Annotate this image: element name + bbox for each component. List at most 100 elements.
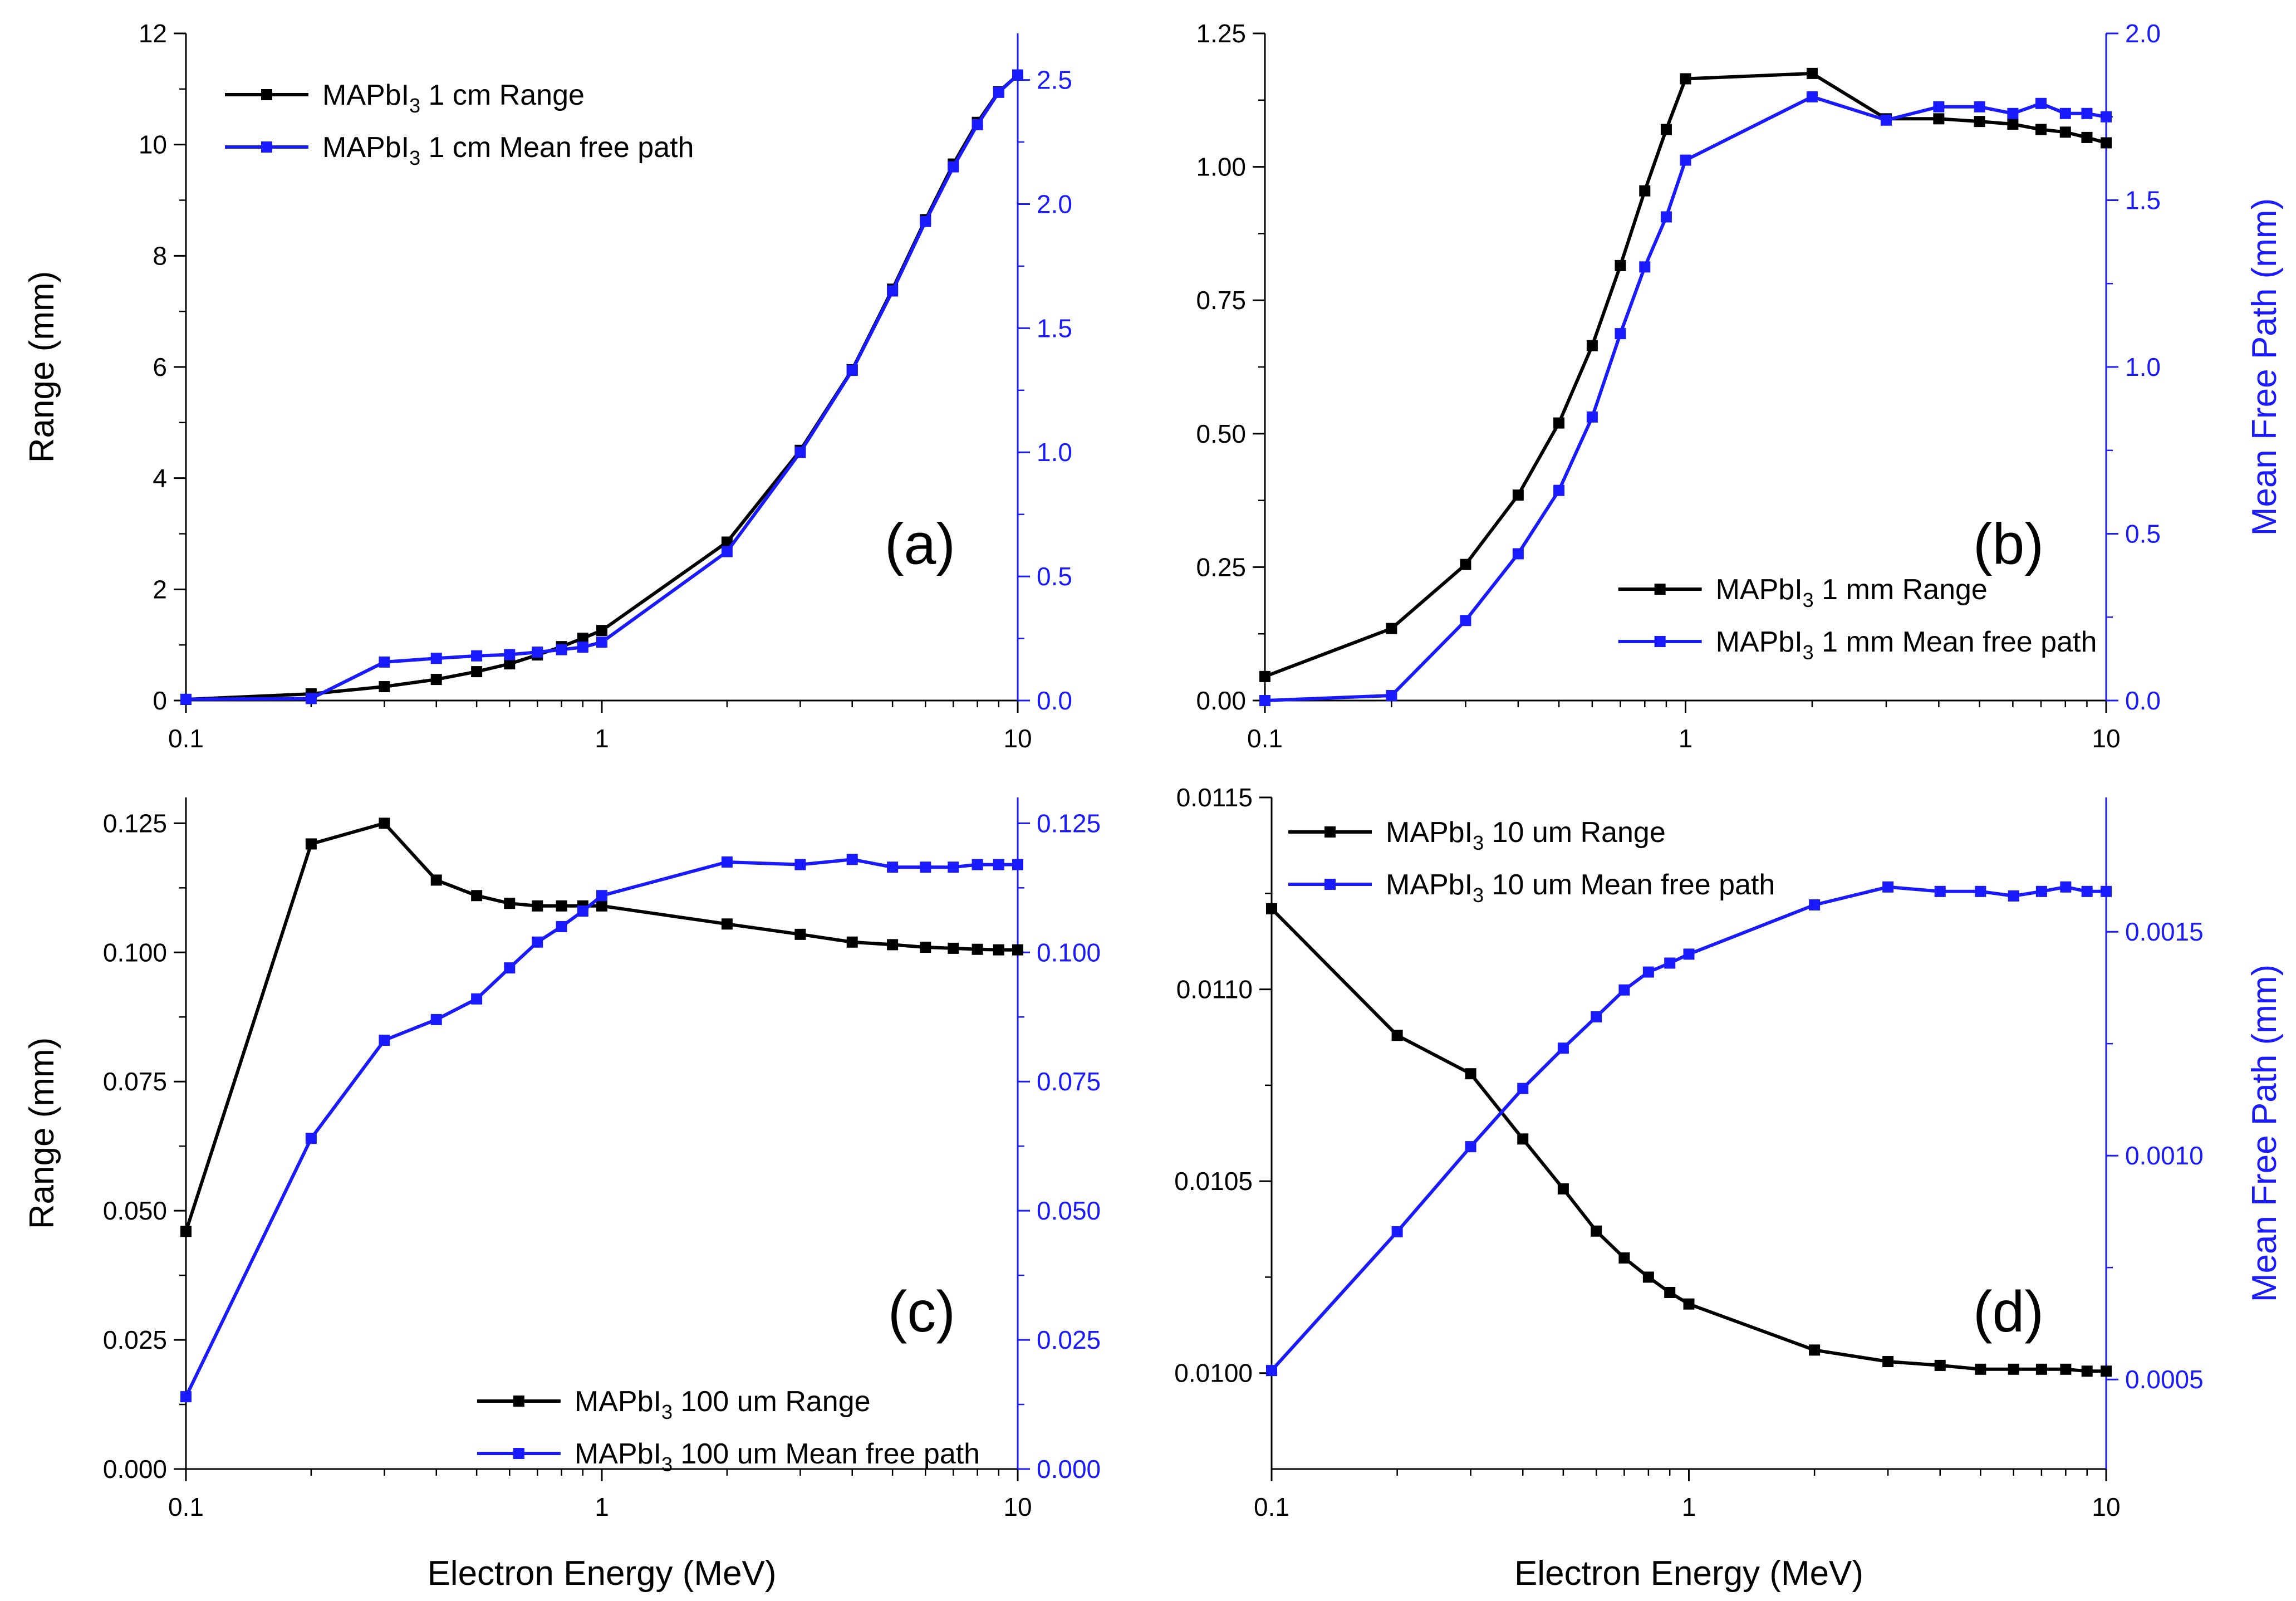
y2-tick-label: 1.5 xyxy=(1037,314,1072,342)
panel-label: (c) xyxy=(888,1280,955,1344)
data-point-mean-free-path xyxy=(532,647,543,658)
data-point-mean-free-path xyxy=(2035,885,2047,897)
y2-tick-label: 2.5 xyxy=(1037,66,1072,95)
y2-tick-label: 0.0015 xyxy=(2125,917,2204,946)
y-tick-label: 0.100 xyxy=(103,938,167,967)
data-point-mean-free-path xyxy=(1586,411,1598,423)
y2-tick-label: 0.075 xyxy=(1037,1067,1101,1096)
data-point-mean-free-path xyxy=(379,1035,390,1046)
data-point-range xyxy=(2035,1363,2047,1375)
data-point-mean-free-path xyxy=(1517,1083,1529,1094)
legend-label: MAPbI3 10 um Range xyxy=(1386,816,1666,854)
data-point-range xyxy=(1809,1344,1821,1356)
y2-tick-label: 0.050 xyxy=(1037,1196,1101,1225)
x-axis-label: Electron Energy (MeV) xyxy=(1514,1554,1863,1593)
data-point-range xyxy=(1974,116,1985,128)
data-point-range xyxy=(721,536,733,548)
legend-label-suffix: 1 mm Mean free path xyxy=(1814,626,2097,658)
data-point-range xyxy=(1259,670,1270,682)
data-point-range xyxy=(1642,1271,1654,1283)
data-point-range xyxy=(993,944,1004,956)
y2-axis-label: Mean Free Path (mm) xyxy=(2245,198,2284,536)
data-point-mean-free-path xyxy=(577,642,588,653)
legend-entry: MAPbI3 10 um Range xyxy=(1288,816,1666,854)
data-point-mean-free-path xyxy=(948,161,959,173)
data-point-mean-free-path xyxy=(430,1014,442,1025)
data-point-mean-free-path xyxy=(1591,1011,1602,1022)
y2-tick-label: 1.5 xyxy=(2125,186,2161,215)
data-point-mean-free-path xyxy=(1664,957,1676,969)
legend-entry: MAPbI3 1 mm Range xyxy=(1618,574,1988,611)
data-point-range xyxy=(2101,137,2112,149)
data-point-range xyxy=(1618,1252,1630,1264)
panel-d: 0.1 1 10 0.0100 0.0105 0.0110 0.0115 0.0005 0.00… xyxy=(1174,783,2284,1593)
data-point-mean-free-path xyxy=(2060,881,2072,893)
x-tick-label: 1 xyxy=(1679,724,1693,753)
legend-label-suffix: 1 mm Range xyxy=(1814,574,1988,606)
data-point-range xyxy=(920,942,931,953)
legend-label: MAPbI3 1 mm Mean free path xyxy=(1716,626,2097,664)
y2-tick-label: 1.0 xyxy=(1037,438,1072,467)
data-point-mean-free-path xyxy=(504,649,516,660)
y-tick-label: 2 xyxy=(153,575,167,604)
data-point-mean-free-path xyxy=(1618,984,1630,996)
data-point-range xyxy=(2101,1365,2112,1377)
data-point-range xyxy=(1386,623,1397,634)
y2-tick-label: 0.0 xyxy=(2125,686,2161,715)
data-point-mean-free-path xyxy=(596,637,607,648)
data-point-range xyxy=(887,939,899,951)
data-point-mean-free-path xyxy=(1680,154,1691,166)
y-tick-label: 10 xyxy=(139,130,167,159)
data-point-mean-free-path xyxy=(1642,966,1654,978)
data-point-mean-free-path xyxy=(972,119,983,130)
data-point-mean-free-path xyxy=(1386,690,1397,702)
data-point-range xyxy=(1512,489,1524,501)
data-point-mean-free-path xyxy=(2101,111,2112,123)
legend-entry: MAPbI3 1 mm Mean free path xyxy=(1618,626,2097,664)
data-point-range xyxy=(596,900,607,912)
data-point-range xyxy=(379,681,390,693)
series-line-range xyxy=(184,821,1018,1232)
data-point-range xyxy=(1266,903,1277,914)
legend-swatch-marker xyxy=(1654,636,1666,647)
data-point-mean-free-path xyxy=(1557,1042,1569,1054)
y-tick-label: 0.000 xyxy=(103,1455,167,1484)
panel-label: (d) xyxy=(1973,1280,2044,1344)
legend-label-subscript: 3 xyxy=(1803,589,1814,611)
data-point-mean-free-path xyxy=(1391,1226,1403,1237)
x-tick-label: 10 xyxy=(1003,724,1032,753)
y2-tick-label: 0.025 xyxy=(1037,1325,1101,1354)
y2-tick-label: 2.0 xyxy=(1037,189,1072,218)
y-axis-label: Range (mm) xyxy=(23,271,61,463)
y-tick-label: 12 xyxy=(139,19,167,48)
y-tick-label: 0.00 xyxy=(1196,686,1246,715)
legend-label-subscript: 3 xyxy=(1473,831,1484,854)
data-point-mean-free-path xyxy=(993,86,1004,98)
data-point-range xyxy=(556,900,567,912)
data-point-range xyxy=(504,658,516,670)
legend-swatch-marker xyxy=(513,1448,524,1459)
y-tick-label: 8 xyxy=(153,241,167,270)
data-point-range xyxy=(846,936,858,948)
data-point-mean-free-path xyxy=(2081,107,2093,119)
data-point-mean-free-path xyxy=(2081,885,2093,897)
y2-tick-label: 0.100 xyxy=(1037,938,1101,967)
data-point-mean-free-path xyxy=(1882,881,1894,893)
y2-tick-label: 0.0 xyxy=(1037,686,1072,715)
y-tick-label: 0.050 xyxy=(103,1196,167,1225)
data-point-mean-free-path xyxy=(887,861,899,873)
data-point-range xyxy=(1683,1298,1695,1310)
y-tick-label: 0 xyxy=(153,686,167,715)
data-point-range xyxy=(1012,944,1023,956)
y2-axis-label: Mean Free Path (mm) xyxy=(2245,964,2284,1302)
legend-label: MAPbI3 10 um Mean free path xyxy=(1386,869,1775,907)
series-line-mean-free-path xyxy=(1264,95,2107,702)
legend-label-prefix: MAPbI xyxy=(322,131,409,164)
legend-label-suffix: 1 cm Mean free path xyxy=(420,131,694,164)
data-point-mean-free-path xyxy=(1806,91,1818,102)
data-point-mean-free-path xyxy=(430,653,442,664)
y2-tick-label: 0.5 xyxy=(2125,520,2161,549)
data-point-range xyxy=(1882,1356,1894,1368)
data-point-mean-free-path xyxy=(180,693,192,705)
panel-b: 0.1 1 10 0.00 0.25 0.50 0.75 1.00 1.25 0.0 0.5 1.0 1… xyxy=(1196,19,2284,753)
